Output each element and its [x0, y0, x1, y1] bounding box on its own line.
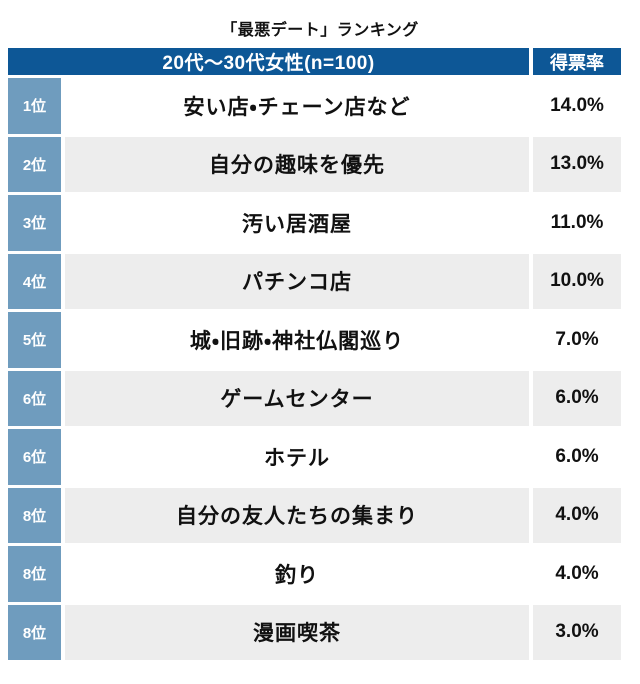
rate-cell: 13.0% [533, 136, 621, 192]
rate-cell: 7.0% [533, 312, 621, 368]
rank-cell: 6位 [8, 370, 61, 426]
rank-cell: 2位 [8, 136, 61, 192]
table-header-rate: 得票率 [533, 48, 621, 75]
rank-cell: 8位 [8, 604, 61, 660]
item-cell: 城・旧跡・神社仏閣巡り [65, 312, 529, 368]
ranking-table: 20代～30代女性(n=100) 得票率 1位 安い店・チェーン店など 14.0… [8, 48, 621, 660]
rate-cell: 6.0% [533, 370, 621, 426]
item-cell: ゲームセンター [65, 370, 529, 426]
rank-cell: 1位 [8, 78, 61, 134]
rank-cell: 3位 [8, 195, 61, 251]
item-cell: パチンコ店 [65, 253, 529, 309]
rank-cell: 5位 [8, 312, 61, 368]
table-header-group: 20代～30代女性(n=100) [8, 48, 529, 75]
item-cell: 漫画喫茶 [65, 604, 529, 660]
item-cell: ホテル [65, 429, 529, 485]
item-cell: 安い店・チェーン店など [65, 78, 529, 134]
rank-cell: 8位 [8, 546, 61, 602]
item-cell: 釣り [65, 546, 529, 602]
rate-cell: 11.0% [533, 195, 621, 251]
item-cell: 自分の趣味を優先 [65, 136, 529, 192]
item-cell: 汚い居酒屋 [65, 195, 529, 251]
rate-cell: 4.0% [533, 487, 621, 543]
rate-cell: 10.0% [533, 253, 621, 309]
rate-cell: 4.0% [533, 546, 621, 602]
rank-cell: 6位 [8, 429, 61, 485]
rate-cell: 6.0% [533, 429, 621, 485]
rank-cell: 8位 [8, 487, 61, 543]
rank-cell: 4位 [8, 253, 61, 309]
item-cell: 自分の友人たちの集まり [65, 487, 529, 543]
page-title: 「最悪デート」ランキング [221, 22, 419, 39]
rate-cell: 14.0% [533, 78, 621, 134]
rate-cell: 3.0% [533, 604, 621, 660]
